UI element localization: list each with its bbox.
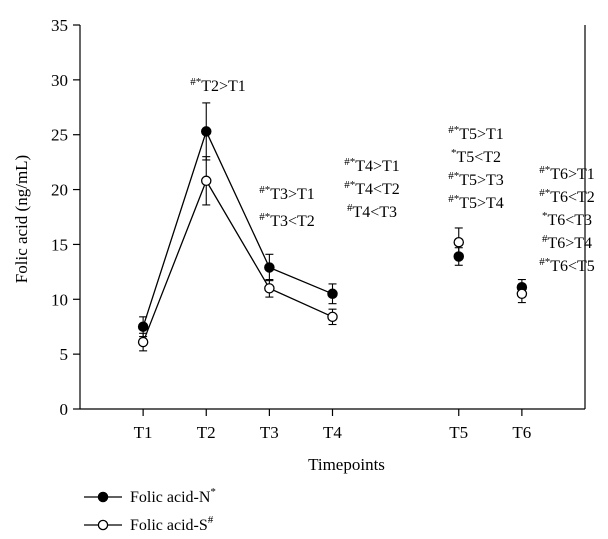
data-point-s <box>327 311 338 323</box>
significance-label: #*T2>T1 <box>190 76 246 95</box>
data-point-n <box>327 288 338 300</box>
significance-label: *T6<T3 <box>542 210 592 229</box>
significance-label: #*T6>T1 <box>539 164 595 183</box>
legend-marker-s <box>97 519 109 531</box>
y-tick-label: 10 <box>51 290 68 309</box>
series-line-n <box>142 129 333 327</box>
x-tick-label: T6 <box>512 423 531 442</box>
y-axis-title: Folic acid (ng/mL) <box>12 155 31 283</box>
x-tick-label: T5 <box>449 423 468 442</box>
significance-label: #*T6<T2 <box>539 187 595 206</box>
x-tick-label: T4 <box>323 423 342 442</box>
significance-label: #T4<T3 <box>347 202 397 221</box>
series-line-s <box>142 179 333 343</box>
data-point-n <box>200 126 212 137</box>
significance-label: #T6>T4 <box>542 233 592 252</box>
y-tick-label: 5 <box>60 345 69 364</box>
data-point-s <box>516 288 528 300</box>
data-point-n <box>137 321 149 332</box>
y-tick-label: 20 <box>51 181 68 200</box>
y-tick-label: 35 <box>51 16 68 35</box>
significance-label: #*T3<T2 <box>259 211 315 230</box>
data-point-n <box>264 262 275 273</box>
x-axis-title: Timepoints <box>308 455 385 474</box>
data-point-s <box>264 283 275 294</box>
significance-label: *T5<T2 <box>451 147 501 166</box>
significance-label: #*T3>T1 <box>259 184 315 203</box>
x-tick-label: T2 <box>197 423 216 442</box>
significance-label: #*T5>T1 <box>448 124 504 143</box>
data-point-n <box>453 251 464 262</box>
significance-label: #*T5>T3 <box>448 170 504 189</box>
y-tick-label: 15 <box>51 235 68 254</box>
x-tick-label: T3 <box>260 423 279 442</box>
data-point-s <box>453 236 464 248</box>
legend-label-n: Folic acid-N* <box>130 486 216 506</box>
legend-marker-n <box>97 491 109 503</box>
y-tick-label: 25 <box>51 126 68 145</box>
x-tick-label: T1 <box>134 423 153 442</box>
data-point-s <box>200 175 212 187</box>
significance-label: #*T6<T5 <box>539 256 595 275</box>
y-tick-label: 30 <box>51 71 68 90</box>
data-point-s <box>137 336 149 348</box>
significance-label: #*T4>T1 <box>344 156 400 175</box>
significance-label: #*T4<T2 <box>344 179 400 198</box>
legend-label-s: Folic acid-S# <box>130 514 214 534</box>
y-tick-label: 0 <box>60 400 69 419</box>
significance-label: #*T5>T4 <box>448 193 504 212</box>
